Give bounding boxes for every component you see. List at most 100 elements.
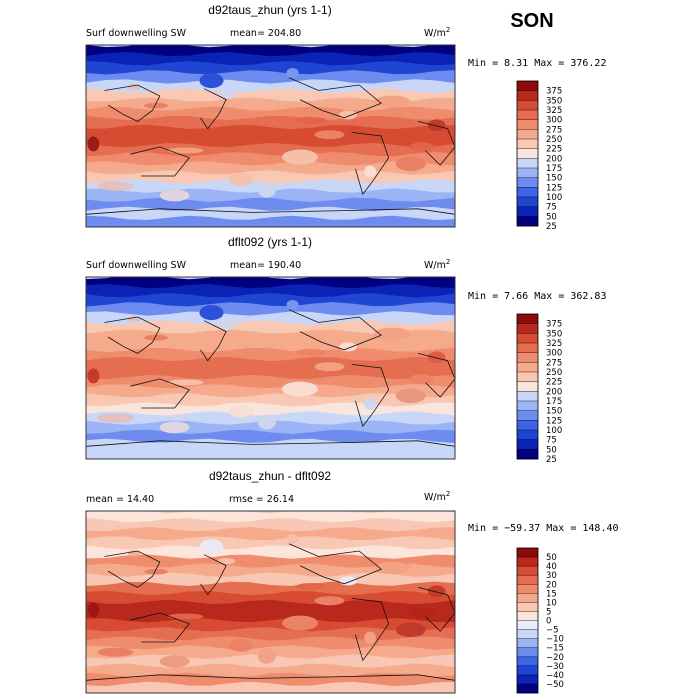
coastline <box>351 598 390 662</box>
colorbar-tick-label: 10 <box>546 598 557 608</box>
colorbar-swatch <box>517 410 538 421</box>
coastline <box>418 353 455 398</box>
contour-patch <box>217 558 236 565</box>
contour-band <box>86 293 455 308</box>
colorbar-swatch <box>517 177 538 188</box>
contour-patch <box>339 576 357 586</box>
colorbar-swatch <box>517 449 538 460</box>
colorbar-tick-label: 100 <box>546 426 562 436</box>
colorbar-swatch <box>517 401 538 411</box>
colorbar-swatch <box>517 372 538 382</box>
contour-band <box>86 599 455 615</box>
colorbar-tick-label: 0 <box>546 617 551 627</box>
contour-patch <box>314 596 345 606</box>
colorbar-tick-label: 275 <box>546 125 562 135</box>
contour-patch <box>167 147 204 154</box>
colorbar-tick-label: 300 <box>546 116 562 126</box>
panel-title: d92taus_zhun - dflt092 <box>209 469 331 483</box>
colorbar-tick-label: 250 <box>546 135 562 145</box>
panel-control: dflt092 (yrs 1-1) Surf downwelling SW me… <box>85 235 606 465</box>
coastline <box>104 84 161 122</box>
colorbar-tick-label: 175 <box>546 164 562 174</box>
colorbar-tick-label: −20 <box>546 653 564 663</box>
colorbar-swatch <box>517 158 538 169</box>
coastline <box>288 77 382 119</box>
contour-patch <box>229 173 253 186</box>
min-max-label: Min = 8.31 Max = 376.22 <box>468 58 606 69</box>
colorbar-tick-label: 325 <box>546 106 562 116</box>
colorbar-tick-label: 50 <box>546 212 557 222</box>
colorbar-model: 3753503253002752502252001751501251007550… <box>516 80 562 232</box>
contour-patch <box>97 647 134 657</box>
contour-band <box>86 152 455 167</box>
colorbar-swatch <box>517 593 538 603</box>
contour-band <box>86 320 455 335</box>
panel-model: d92taus_zhun (yrs 1-1) Surf downwelling … <box>85 3 606 232</box>
colorbar-tick-label: 50 <box>546 553 557 563</box>
colorbar-swatch <box>517 683 538 694</box>
coastline <box>418 587 455 632</box>
contour-patch <box>427 351 446 364</box>
coastline <box>86 674 455 681</box>
colorbar-swatch <box>517 629 538 639</box>
colorbar-tick-label: 5 <box>546 607 551 617</box>
contour-patch <box>296 117 327 124</box>
colorbar-tick-label: 100 <box>546 193 562 203</box>
colorbar-swatch <box>517 139 538 149</box>
contour-band <box>86 277 455 290</box>
contour-band <box>86 215 455 227</box>
panel-title: d92taus_zhun (yrs 1-1) <box>208 3 331 17</box>
contour-patch <box>97 413 134 423</box>
contour-patch <box>286 300 299 310</box>
colorbar-swatch <box>517 90 538 101</box>
contour-patch <box>167 613 204 620</box>
colorbar-swatch <box>517 665 538 676</box>
contour-patch <box>229 639 253 652</box>
season-label: SON <box>510 10 553 32</box>
colorbar-control: 3753503253002752502252001751501251007550… <box>516 313 562 465</box>
colorbar-tick-label: 325 <box>546 339 562 349</box>
coastline <box>418 121 455 166</box>
colorbar-swatch <box>517 575 538 585</box>
coastline <box>104 550 161 588</box>
contour-patch <box>395 622 426 638</box>
coastline <box>351 364 390 428</box>
colorbar-tick-label: 375 <box>546 320 562 330</box>
colorbar-swatch <box>517 362 538 373</box>
contour-patch <box>167 379 204 386</box>
colorbar-tick-label: −10 <box>546 635 564 645</box>
contour-patch <box>144 334 169 341</box>
contour-patch <box>314 130 345 140</box>
colorbar-swatch <box>517 110 538 120</box>
colorbar-swatch <box>517 119 538 130</box>
colorbar-swatch <box>517 602 538 612</box>
colorbar-swatch <box>517 584 538 594</box>
contour-patch <box>87 368 100 384</box>
contour-patch <box>159 189 190 202</box>
colorbar-tick-label: 25 <box>546 222 557 232</box>
contour-patch <box>128 550 140 557</box>
contour-patch <box>296 583 327 590</box>
colorbar-swatch <box>517 333 538 344</box>
coastline <box>130 378 190 409</box>
colorbar-swatch <box>517 314 538 324</box>
colorbar-swatch <box>517 557 538 567</box>
contour-band <box>86 554 455 569</box>
colorbar-swatch <box>517 381 538 392</box>
colorbar-swatch <box>517 129 538 140</box>
contour-band <box>86 124 455 139</box>
colorbar-swatch <box>517 187 538 198</box>
colorbar-tick-label: 75 <box>546 203 557 213</box>
colorbar-swatch <box>517 216 538 227</box>
colorbar-tick-label: 20 <box>546 580 557 590</box>
colorbar-tick-label: 200 <box>546 387 562 397</box>
contour-patch <box>257 414 276 430</box>
contour-patch <box>199 73 224 89</box>
units-label: W/m2 <box>424 490 450 503</box>
colorbar-tick-label: 75 <box>546 436 557 446</box>
colorbar-tick-label: 15 <box>546 589 557 599</box>
colorbar-tick-label: 225 <box>546 145 562 155</box>
contour-patch <box>282 615 318 631</box>
colorbar-tick-label: −5 <box>546 626 559 636</box>
